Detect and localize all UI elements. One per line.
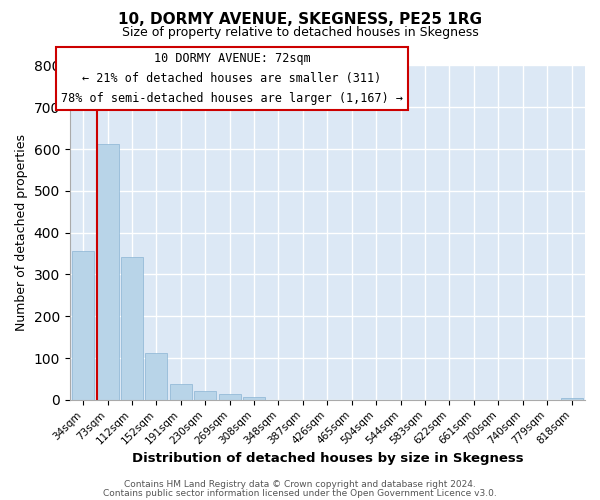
Bar [194,390,216,400]
Text: Contains HM Land Registry data © Crown copyright and database right 2024.: Contains HM Land Registry data © Crown c… [124,480,476,489]
Bar [72,252,94,400]
Bar [145,352,167,400]
Bar [170,384,192,400]
Bar [243,397,265,400]
Text: 10 DORMY AVENUE: 72sqm
← 21% of detached houses are smaller (311)
78% of semi-de: 10 DORMY AVENUE: 72sqm ← 21% of detached… [61,52,403,105]
Bar [97,144,119,400]
Bar [560,398,583,400]
Bar [121,258,143,400]
Text: 10, DORMY AVENUE, SKEGNESS, PE25 1RG: 10, DORMY AVENUE, SKEGNESS, PE25 1RG [118,12,482,28]
Text: Contains public sector information licensed under the Open Government Licence v3: Contains public sector information licen… [103,488,497,498]
Bar [218,394,241,400]
Text: Size of property relative to detached houses in Skegness: Size of property relative to detached ho… [122,26,478,39]
X-axis label: Distribution of detached houses by size in Skegness: Distribution of detached houses by size … [131,452,523,465]
Y-axis label: Number of detached properties: Number of detached properties [15,134,28,331]
